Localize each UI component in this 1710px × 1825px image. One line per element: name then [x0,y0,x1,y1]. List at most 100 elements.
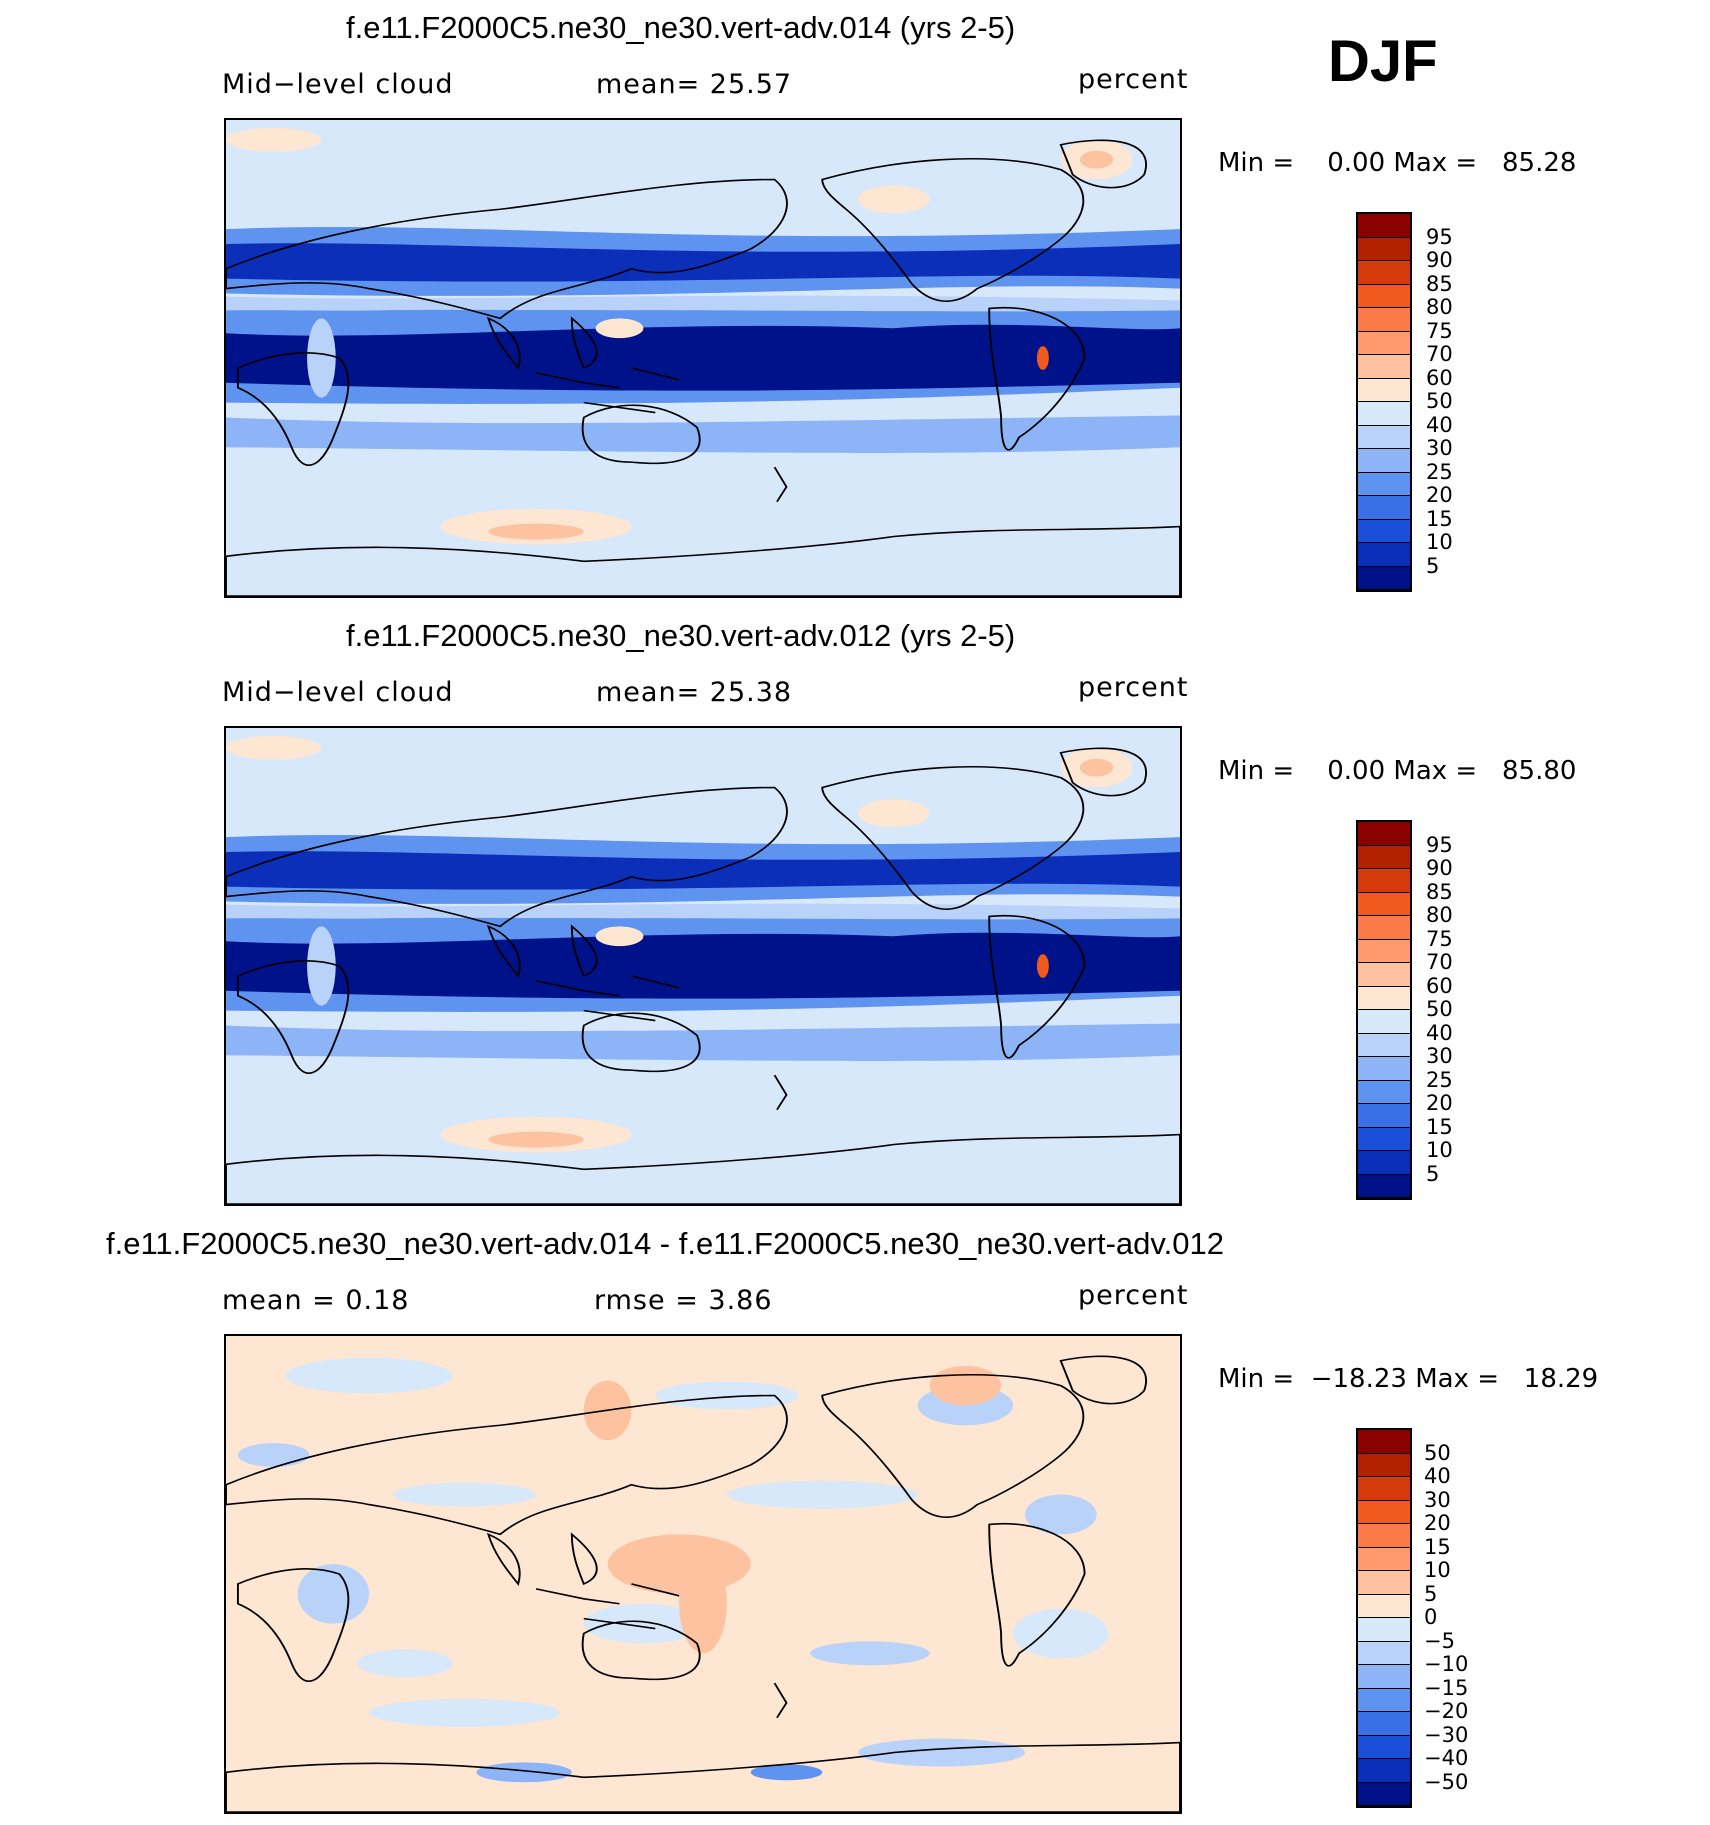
coastline [236,1568,350,1682]
colorbar-tick-label: −5 [1424,1628,1455,1653]
colorbar-swatch [1358,331,1410,355]
colorbar-swatch [1358,355,1410,379]
colorbar-tick-label: 40 [1426,412,1453,437]
coastline [226,525,1180,596]
anomaly-patch [237,1443,310,1467]
high-cloud-patch [858,185,930,214]
world-map [224,118,1182,598]
colorbar-swatch [1358,845,1410,869]
colorbar-tick-label: 85 [1426,271,1453,296]
coastline [486,924,598,978]
colorbar-tick-label: −50 [1424,1769,1469,1794]
colorbar [1356,212,1412,592]
southern-band-core [226,932,1180,999]
colorbar-swatch [1358,496,1410,520]
coastline [486,316,598,370]
anomaly-patch [858,1738,1025,1767]
coastline [988,1522,1086,1667]
colorbar-tick-label: 80 [1426,903,1453,927]
coastline [236,960,350,1074]
colorbar-swatch [1358,1151,1410,1175]
anomaly-patch [607,1534,751,1594]
panel-title: f.e11.F2000C5.ne30_ne30.vert-adv.014 (yr… [346,10,1016,45]
colorbar-tick-label: −30 [1424,1722,1469,1747]
colorbar-swatch [1358,378,1410,402]
colorbar-swatch [1358,1782,1410,1806]
high-cloud-patch [226,735,322,760]
variable-label: mean = 0.18 [222,1285,410,1316]
colorbar-swatch [1358,1010,1410,1034]
colorbar-swatch [1358,1759,1410,1783]
colorbar-swatch [1358,1127,1410,1151]
colorbar-tick-label: 20 [1424,1511,1451,1535]
anomaly-patch [357,1649,453,1678]
coastline [988,306,1086,451]
high-cloud-patch [488,523,584,540]
coastline [773,466,788,503]
colorbar-tick-label: 80 [1426,295,1453,319]
colorbar-tick-label: 25 [1426,459,1453,484]
colorbar-tick-label: 5 [1426,1161,1440,1186]
colorbar-tick-label: 15 [1426,506,1453,531]
anomaly-patch [1024,1494,1097,1535]
colorbar-tick-label: 75 [1426,926,1453,951]
map-panel: f.e11.F2000C5.ne30_ne30.vert-adv.012 (yr… [0,608,1710,1216]
colorbar-tick-label: −15 [1424,1675,1469,1700]
coastline [773,1074,788,1111]
contour-map [226,1336,1180,1812]
coastline [581,1620,701,1681]
colorbar-tick-label: 25 [1426,1067,1453,1092]
colorbar-tick-label: 60 [1426,365,1453,390]
colorbar-swatch [1358,519,1410,543]
high-cloud-patch [595,318,644,339]
colorbar-tick-label: 95 [1426,224,1453,249]
colorbar-tick-label: 95 [1426,832,1453,857]
colorbar [1356,820,1412,1200]
colorbar-swatch [1358,543,1410,567]
coastline [988,914,1086,1059]
coastline [1059,747,1147,797]
anomaly-patch [1013,1608,1109,1659]
coastline [226,1394,788,1536]
coastline [226,786,788,928]
high-cloud-patch [858,799,930,828]
colorbar-swatch [1358,1618,1410,1642]
colorbar [1356,1428,1412,1808]
coastline [821,1373,1085,1518]
colorbar-swatch [1358,1571,1410,1595]
colorbar-tick-label: 15 [1426,1114,1453,1139]
colorbar-tick-label: 10 [1426,530,1453,554]
statistic-label: rmse = 3.86 [594,1285,773,1316]
colorbar-tick-label: 5 [1424,1581,1438,1606]
high-cloud-patch [1079,150,1114,169]
colorbar-tick-label: 20 [1426,1091,1453,1115]
colorbar-tick-label: 30 [1426,1044,1453,1068]
colorbar-tick-label: 85 [1426,879,1453,904]
southern-band-core [226,324,1180,391]
statistic-label: mean= 25.57 [596,69,793,100]
coastline [581,1012,701,1073]
high-cloud-patch [488,1131,584,1148]
africa-cloud [307,926,336,1006]
colorbar-tick-label: 90 [1426,248,1453,272]
colorbar-swatch [1358,1080,1410,1104]
colorbar-tick-label: 30 [1426,436,1453,460]
colorbar-swatch [1358,284,1410,308]
colorbar-tick-label: 30 [1424,1487,1451,1512]
world-map [224,726,1182,1206]
panel-title: f.e11.F2000C5.ne30_ne30.vert-adv.012 (yr… [346,618,1016,653]
colorbar-tick-label: 40 [1424,1464,1451,1488]
colorbar-tick-label: 40 [1426,1020,1453,1045]
colorbar-swatch [1358,472,1410,496]
colorbar-swatch [1358,1641,1410,1665]
colorbar-swatch [1358,1594,1410,1618]
colorbar-swatch [1358,892,1410,916]
colorbar-swatch [1358,1104,1410,1128]
units-label: percent [1078,1280,1189,1311]
colorbar-tick-label: 5 [1426,553,1440,578]
colorbar-tick-label: 75 [1426,318,1453,343]
high-cloud-patch [595,926,644,947]
contour-map [226,120,1180,596]
colorbar-swatch [1358,214,1410,238]
min-max-label: Min = 0.00 Max = 85.80 [1218,756,1577,786]
